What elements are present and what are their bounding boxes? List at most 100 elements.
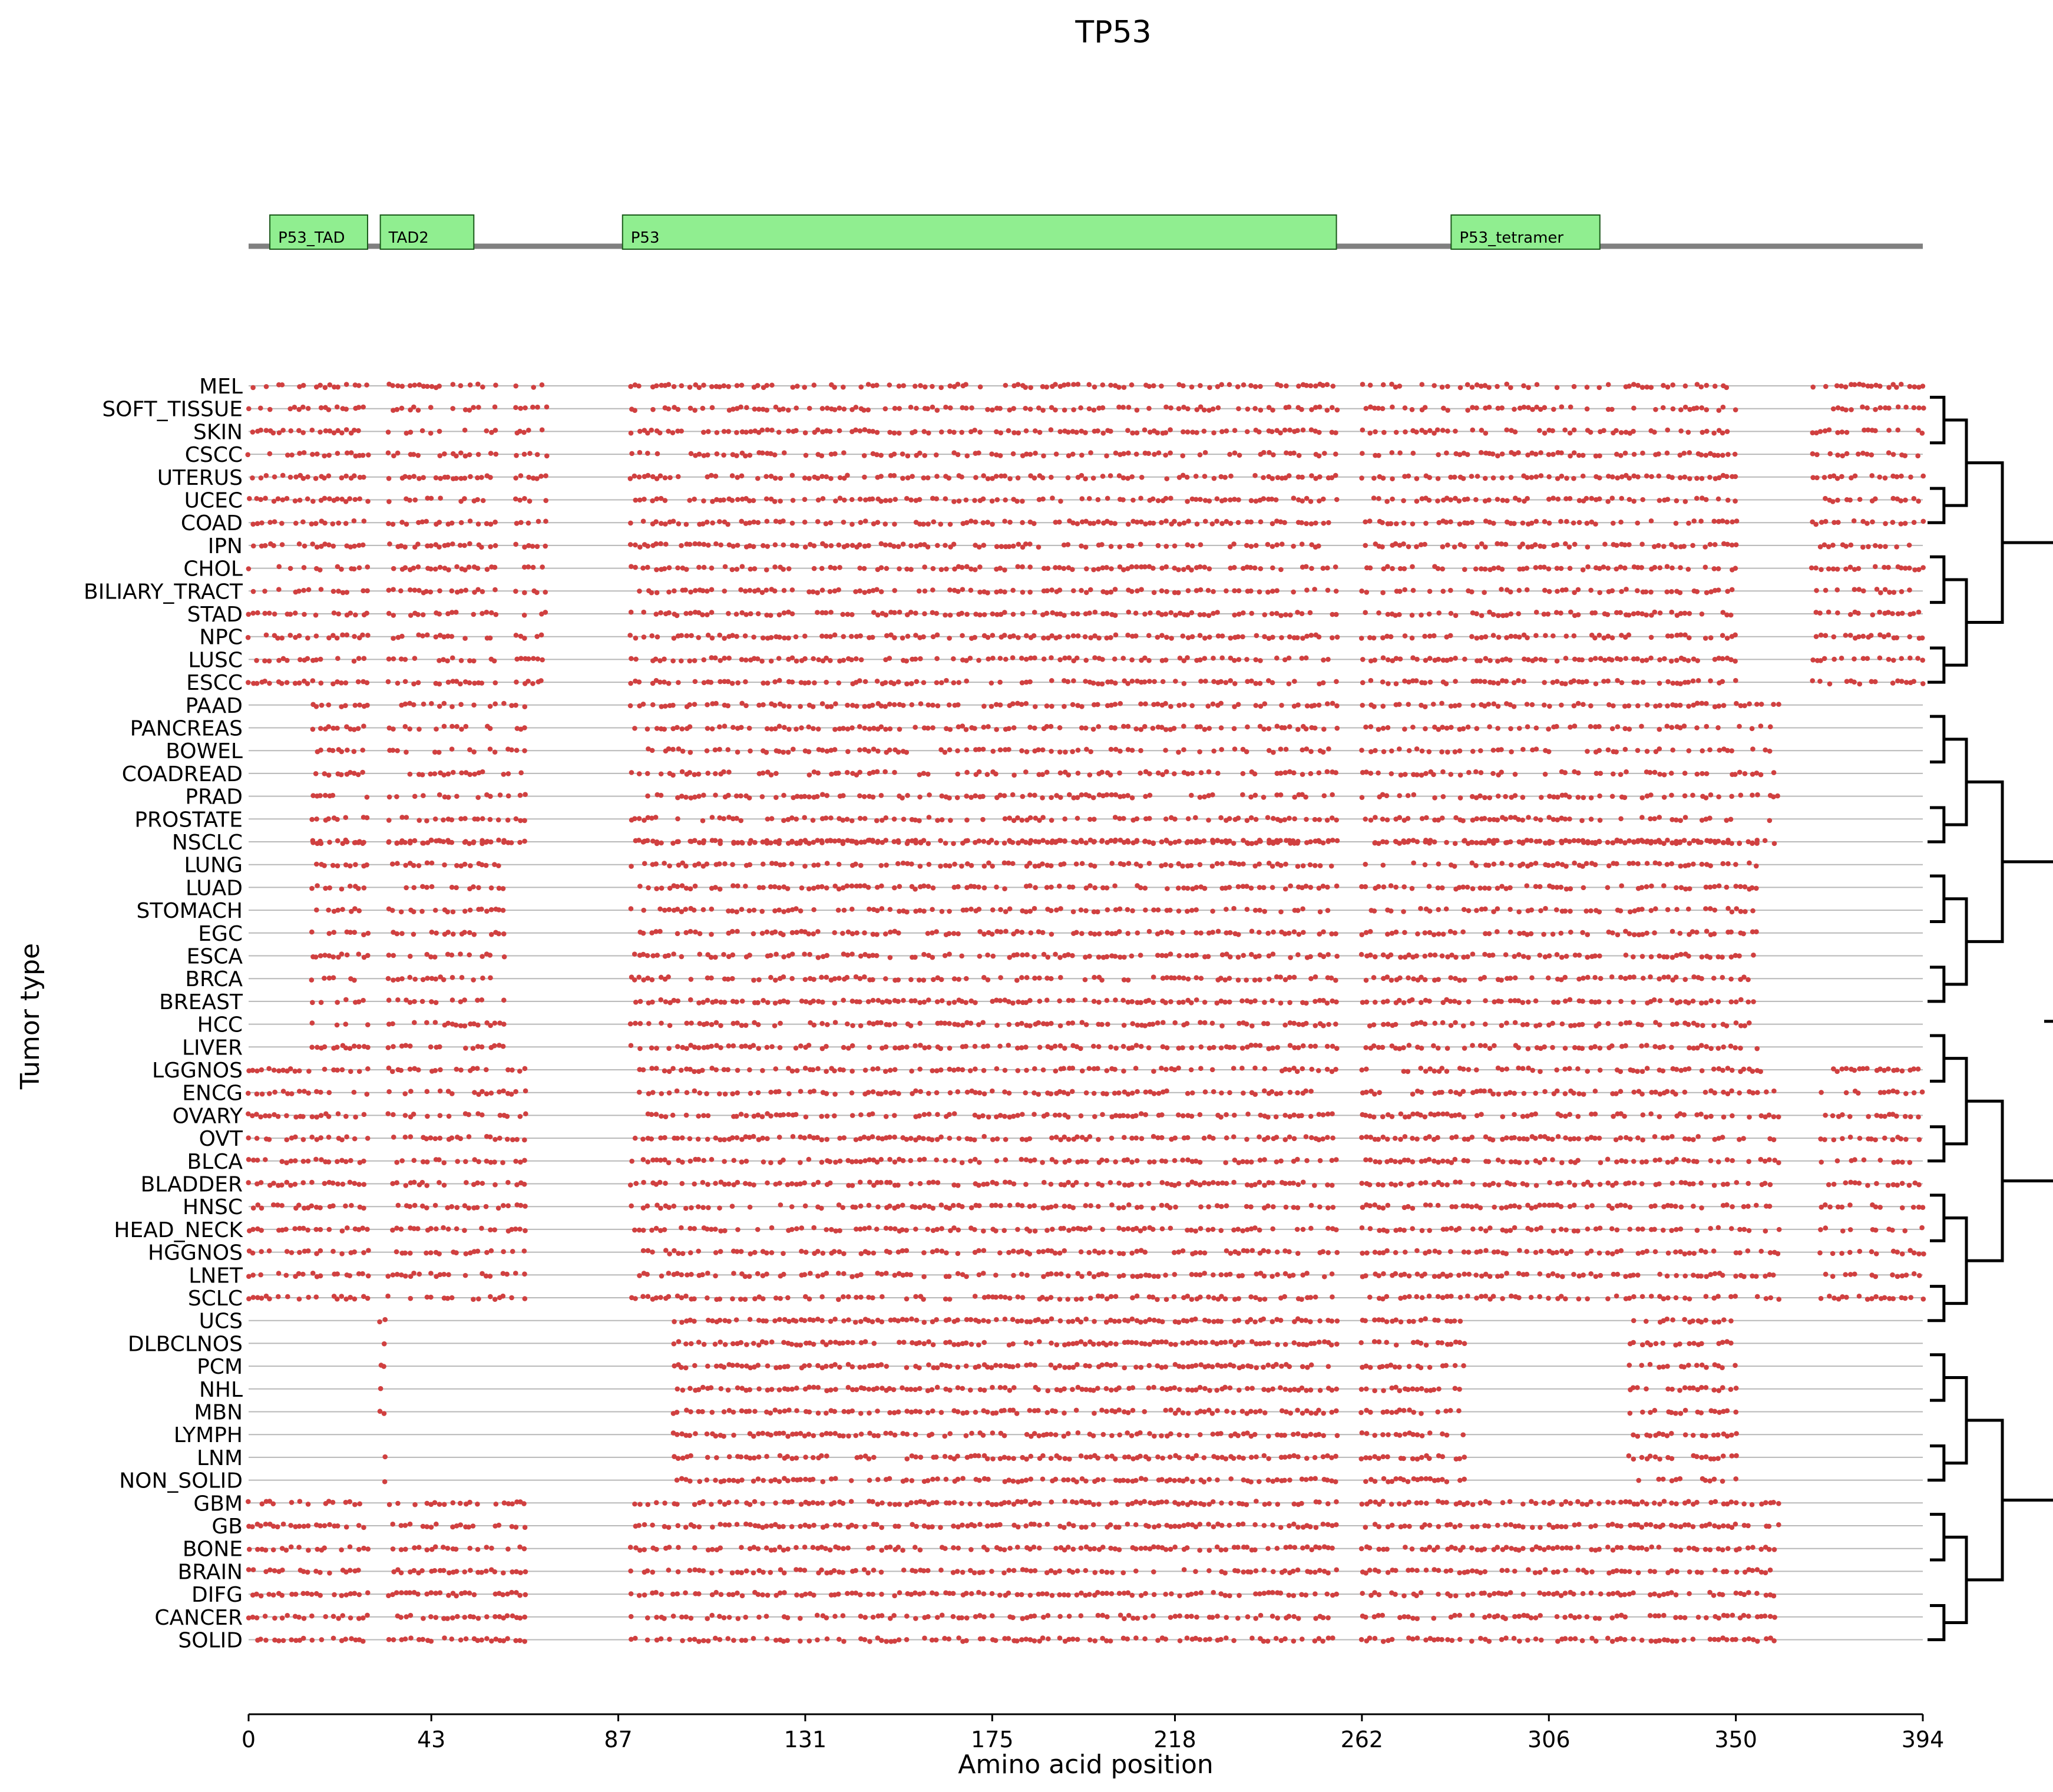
mutation-point: [628, 680, 633, 686]
mutation-point: [721, 769, 726, 775]
mutation-point: [755, 520, 761, 525]
mutation-point: [921, 883, 927, 889]
mutation-point: [930, 610, 935, 616]
mutation-point: [1121, 451, 1126, 457]
mutation-point: [1715, 496, 1721, 502]
mutation-point: [389, 908, 395, 913]
mutation-point: [667, 863, 672, 869]
mutation-point: [395, 861, 400, 867]
mutation-point: [1465, 408, 1470, 413]
mutation-point: [891, 816, 897, 822]
mutation-point: [989, 680, 994, 686]
mutation-point: [1219, 429, 1225, 434]
mutation-point: [1516, 497, 1522, 503]
mutation-point: [733, 611, 739, 617]
mutation-point: [445, 611, 451, 617]
mutation-point: [1559, 840, 1565, 846]
mutation-point: [990, 748, 996, 754]
mutation-point: [785, 749, 791, 755]
mutation-point: [539, 427, 545, 432]
mutation-point: [1695, 838, 1701, 844]
mutation-point: [1865, 427, 1871, 433]
mutation-point: [1728, 657, 1734, 663]
mutation-point: [415, 564, 421, 570]
mutation-point: [705, 474, 710, 480]
mutation-point: [1061, 566, 1067, 571]
mutation-point: [675, 839, 680, 845]
mutation-point: [1707, 541, 1713, 547]
mutation-point: [977, 429, 983, 435]
mutation-point: [1172, 816, 1178, 822]
mutation-point: [1270, 565, 1275, 571]
mutation-point: [1423, 726, 1428, 732]
mutation-point: [492, 428, 498, 433]
mutation-point: [398, 656, 404, 662]
mutation-point: [1920, 518, 1926, 524]
mutation-point: [811, 656, 816, 662]
mutation-point: [462, 636, 468, 641]
mutation-point: [891, 702, 897, 707]
mutation-point: [879, 883, 884, 889]
mutation-point: [1648, 634, 1654, 640]
mutation-point: [1712, 656, 1718, 662]
mutation-point: [1027, 589, 1033, 595]
mutation-point: [959, 610, 964, 616]
mutation-point: [1665, 633, 1671, 639]
mutation-point: [271, 543, 276, 548]
mutation-point: [781, 588, 787, 593]
mutation-point: [1295, 840, 1300, 846]
mutation-point: [1410, 655, 1416, 660]
mutation-point: [1886, 405, 1892, 411]
mutation-point: [1283, 612, 1288, 617]
mutation-point: [1730, 519, 1735, 525]
mutation-point: [1508, 611, 1514, 617]
mutation-point: [471, 840, 477, 845]
mutation-point: [726, 769, 732, 775]
mutation-point: [1299, 520, 1304, 525]
mutation-point: [1168, 405, 1173, 411]
mutation-point: [1542, 519, 1548, 524]
mutation-point: [335, 863, 340, 869]
mutation-point: [1257, 589, 1262, 595]
mutation-point: [1733, 566, 1738, 571]
mutation-point: [1090, 475, 1096, 481]
mutation-point: [471, 611, 477, 617]
domain-label-p53-tad: P53_TAD: [278, 229, 345, 247]
mutation-point: [841, 634, 847, 639]
mutation-point: [1534, 382, 1540, 388]
mutation-point: [1248, 498, 1254, 504]
mutation-point: [700, 521, 706, 527]
mutation-point: [806, 589, 812, 594]
row-label-chol: CHOL: [183, 557, 243, 581]
mutation-point: [1763, 747, 1768, 753]
mutation-point: [1508, 862, 1514, 868]
mutation-point: [1079, 452, 1085, 458]
mutation-point: [330, 588, 336, 594]
mutation-point: [1215, 405, 1221, 411]
row-label-hcc: HCC: [197, 1013, 243, 1037]
mutation-point: [917, 864, 923, 869]
mutation-point: [895, 544, 901, 550]
mutation-point: [522, 704, 528, 710]
mutation-point: [874, 587, 880, 593]
mutation-point: [1151, 566, 1156, 571]
mutation-point: [1470, 702, 1476, 708]
mutation-point: [709, 384, 715, 389]
mutation-point: [530, 564, 536, 570]
mutation-point: [1236, 611, 1242, 617]
mutation-point: [930, 495, 935, 501]
mutation-point: [1847, 497, 1853, 503]
mutation-point: [293, 634, 298, 640]
mutation-point: [1686, 862, 1691, 868]
mutation-point: [709, 472, 714, 478]
mutation-point: [1023, 428, 1029, 434]
mutation-point: [1070, 567, 1075, 572]
mutation-point: [1877, 655, 1883, 661]
mutation-point: [1566, 544, 1572, 550]
mutation-point: [747, 587, 753, 593]
mutation-point: [1270, 864, 1275, 869]
mutation-point: [475, 521, 481, 527]
mutation-point: [1566, 794, 1572, 800]
mutation-point: [1479, 634, 1485, 640]
mutation-point: [1100, 565, 1106, 571]
